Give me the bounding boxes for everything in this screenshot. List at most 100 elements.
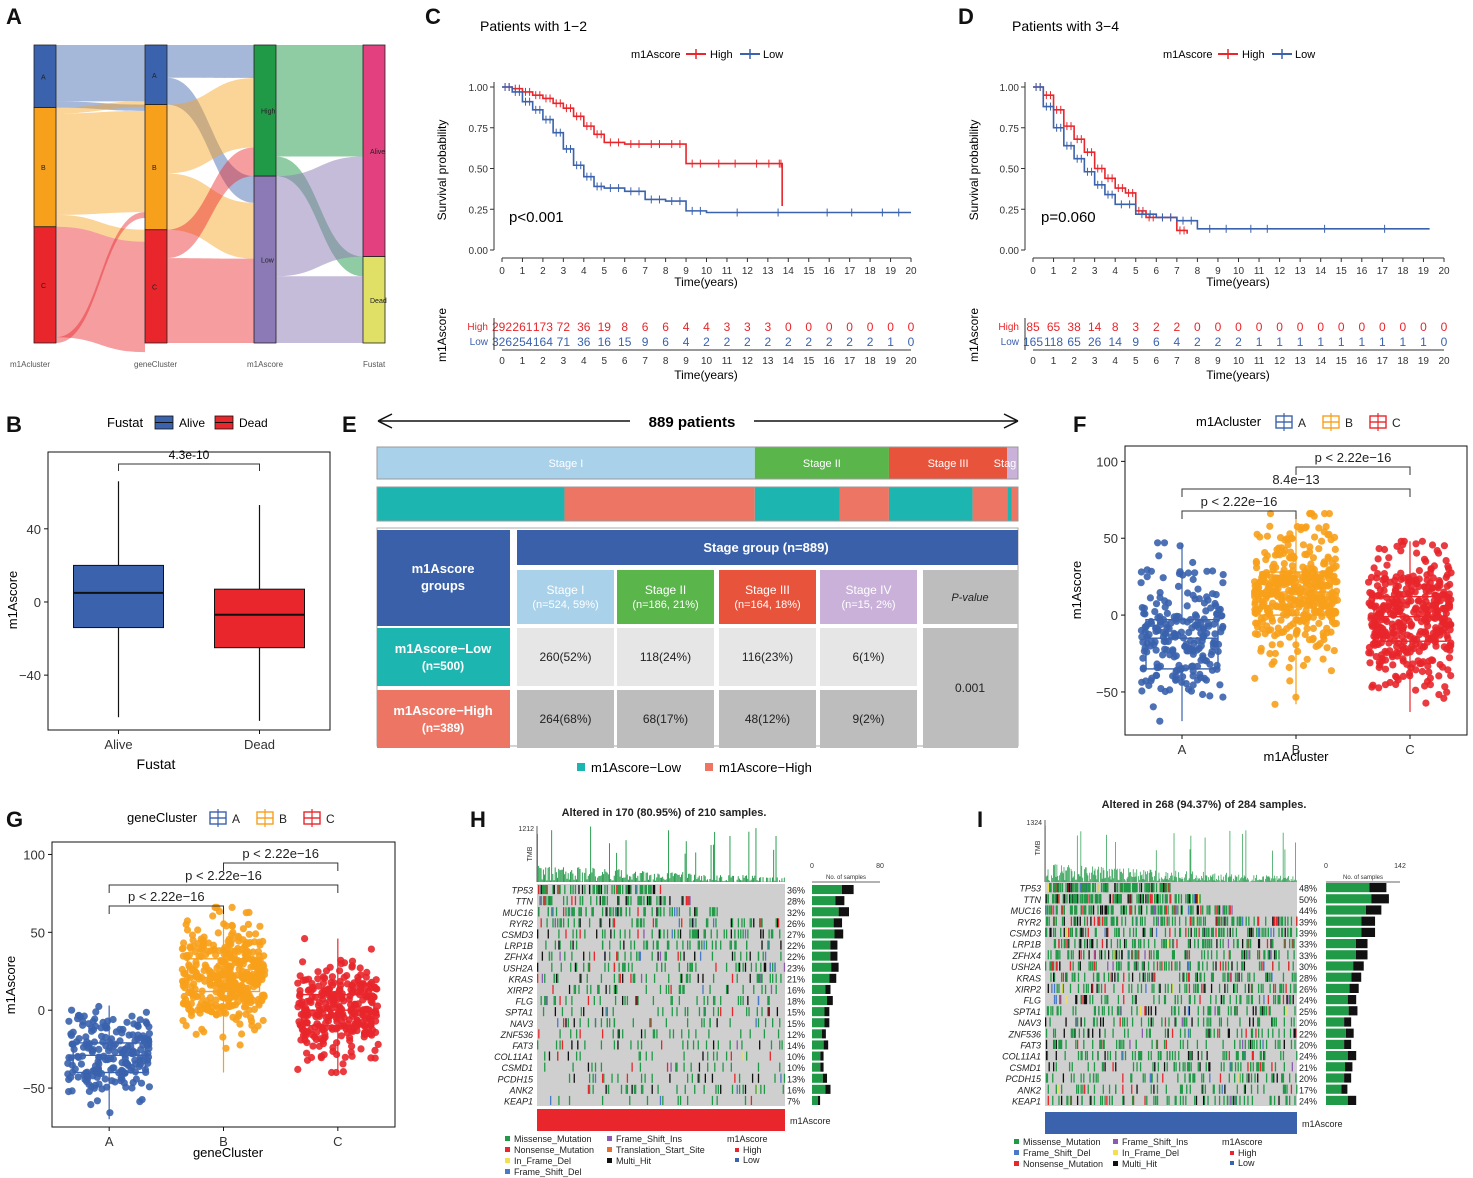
mutation-cell bbox=[751, 1073, 754, 1083]
tmb-bar bbox=[1169, 878, 1170, 882]
mutation-cell bbox=[1265, 916, 1267, 926]
tmb-bar bbox=[1065, 870, 1067, 882]
data-point bbox=[1210, 637, 1218, 645]
mutation-cell bbox=[1073, 972, 1075, 982]
data-point bbox=[1314, 641, 1322, 649]
mutation-cell bbox=[573, 1073, 575, 1083]
risk-x-tick-label: 4 bbox=[581, 356, 587, 367]
data-point bbox=[1252, 557, 1260, 566]
sample-count-bar bbox=[838, 907, 849, 917]
tmb-bar bbox=[632, 874, 634, 882]
data-point bbox=[1251, 598, 1259, 606]
mutation-cell bbox=[1198, 916, 1200, 926]
data-point bbox=[1264, 607, 1272, 615]
mutation-cell bbox=[1238, 972, 1240, 982]
tmb-bar bbox=[1232, 881, 1233, 882]
data-point bbox=[192, 1030, 200, 1038]
tmb-bar bbox=[1084, 869, 1085, 882]
mutation-cell bbox=[1086, 883, 1089, 893]
mutation-cell bbox=[656, 1029, 658, 1039]
mutation-cell bbox=[568, 1095, 571, 1105]
tmb-bar bbox=[1224, 880, 1225, 882]
mutation-cell bbox=[1186, 972, 1188, 982]
tmb-bar bbox=[1052, 864, 1054, 882]
risk-count: 164 bbox=[533, 335, 553, 349]
tmb-bar bbox=[648, 879, 649, 882]
data-point bbox=[92, 1008, 100, 1016]
mutation-cell bbox=[599, 996, 601, 1006]
mutation-cell bbox=[1245, 916, 1247, 926]
gene-percent: 39% bbox=[1299, 929, 1317, 939]
mutation-cell bbox=[764, 962, 767, 972]
data-point bbox=[227, 984, 235, 992]
mutation-cell bbox=[1078, 950, 1081, 960]
mutation-cell bbox=[1049, 883, 1051, 893]
mutation-cell bbox=[1185, 894, 1187, 904]
tmb-bar bbox=[1250, 881, 1252, 882]
tmb-bar bbox=[1178, 877, 1180, 882]
data-point bbox=[1321, 509, 1329, 518]
mutation-cell bbox=[1112, 905, 1114, 915]
mutation-cell bbox=[761, 984, 763, 994]
mutation-cell bbox=[1086, 894, 1089, 904]
mutation-cell bbox=[1084, 905, 1087, 915]
risk-count: 38 bbox=[1067, 320, 1081, 334]
sample-count-bar bbox=[812, 1073, 823, 1083]
mutation-cell bbox=[1056, 905, 1058, 915]
x-tick-label: 7 bbox=[642, 266, 648, 277]
risk-x-tick-label: 18 bbox=[865, 356, 877, 367]
mutation-cell bbox=[1120, 894, 1122, 904]
mutation-cell bbox=[1156, 950, 1159, 960]
data-point bbox=[228, 903, 236, 912]
mutation-cell bbox=[1214, 905, 1216, 915]
mutation-cell bbox=[742, 929, 744, 939]
mutation-cell bbox=[1134, 905, 1136, 915]
tmb-bar bbox=[747, 878, 749, 882]
mutation-cell bbox=[657, 1084, 659, 1094]
data-point bbox=[1421, 583, 1429, 591]
risk-x-tick-label: 9 bbox=[683, 356, 689, 367]
mutation-cell bbox=[624, 996, 626, 1006]
mutation-cell bbox=[755, 1084, 757, 1094]
sample-count-bar bbox=[1355, 939, 1368, 949]
legend-title: Fustat bbox=[107, 415, 144, 430]
data-point bbox=[217, 982, 225, 990]
tmb-max-label: 1212 bbox=[518, 826, 534, 833]
mutation-cell bbox=[649, 896, 651, 906]
tmb-bar bbox=[1196, 880, 1198, 882]
sankey-flow-1-2 bbox=[56, 110, 145, 215]
mutation-cell bbox=[1131, 916, 1134, 926]
data-point bbox=[68, 1006, 76, 1014]
data-point bbox=[145, 1044, 153, 1052]
risk-count: 65 bbox=[1047, 320, 1061, 334]
mutation-cell bbox=[583, 951, 585, 961]
data-point bbox=[200, 966, 208, 975]
mutation-legend-label: Multi_Hit bbox=[616, 1156, 652, 1166]
sample-count-bar bbox=[812, 973, 830, 983]
data-point bbox=[236, 1020, 244, 1028]
tmb-bar bbox=[633, 873, 635, 882]
tmb-bar bbox=[646, 872, 648, 882]
mutation-cell bbox=[547, 896, 549, 906]
panel-label-i: I bbox=[977, 807, 983, 832]
data-point bbox=[1440, 614, 1449, 622]
x-tick-label: 12 bbox=[742, 266, 754, 277]
mutation-cell bbox=[1079, 883, 1081, 893]
mutation-cell bbox=[640, 1084, 643, 1094]
mutation-cell bbox=[1111, 905, 1113, 915]
mutation-cell bbox=[1097, 916, 1099, 926]
mutation-cell bbox=[1096, 939, 1098, 949]
sankey-flow-1-2 bbox=[56, 226, 145, 353]
risk-x-tick-label: 5 bbox=[1133, 356, 1139, 367]
risk-x-tick-label: 6 bbox=[1154, 356, 1160, 367]
data-point bbox=[1411, 588, 1419, 596]
tmb-bar bbox=[1281, 879, 1283, 882]
mutation-legend-swatch bbox=[505, 1136, 510, 1141]
data-point bbox=[1290, 596, 1298, 604]
mutation-cell bbox=[1075, 927, 1077, 937]
tmb-bar bbox=[645, 872, 647, 882]
tmb-bar bbox=[1073, 876, 1075, 882]
mutation-cell bbox=[696, 996, 698, 1006]
tmb-bar bbox=[1231, 874, 1233, 882]
mutation-cell bbox=[1072, 883, 1074, 893]
